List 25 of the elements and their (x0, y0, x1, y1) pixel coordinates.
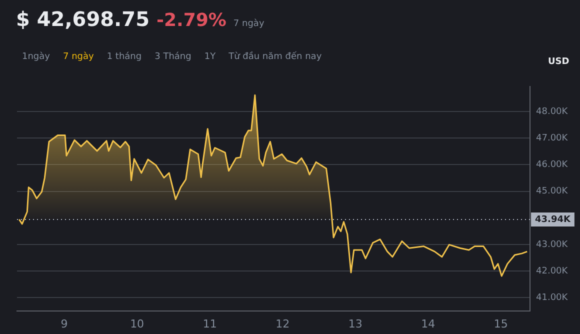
text: 1ngày (22, 52, 50, 62)
y-tick-label: 46.00K (536, 160, 569, 170)
x-tick-label: 11 (202, 317, 217, 330)
x-tick-label: 9 (60, 317, 68, 330)
text: 7 ngày (62, 52, 94, 62)
y-tick-label: 42.00K (536, 266, 569, 276)
x-tick-label: 13 (348, 317, 362, 330)
y-tick-label: 43.00K (536, 240, 569, 250)
text: Từ đầu năm đến nay (228, 52, 322, 62)
ref-line-label: 43.94K (535, 214, 572, 225)
text: 7 ngày (233, 19, 264, 29)
x-tick-label: 15 (494, 317, 508, 330)
y-tick-label: 47.00K (536, 134, 569, 144)
x-tick-label: 10 (130, 317, 144, 330)
x-tick-label: 12 (276, 317, 290, 330)
x-tick-label: 14 (421, 317, 436, 330)
y-tick-label: 45.00K (536, 186, 569, 197)
chart-title: $ 42,698.75 (16, 7, 150, 31)
y-axis-title: USD (548, 57, 570, 67)
text: 3 Tháng (154, 52, 192, 62)
text: 1 tháng (106, 52, 142, 62)
text: 1Y (204, 52, 216, 62)
y-tick-label: 48.00K (536, 106, 569, 117)
y-tick-label: 41.00K (536, 292, 569, 303)
chart-subtitle: -2.79% (156, 10, 226, 31)
